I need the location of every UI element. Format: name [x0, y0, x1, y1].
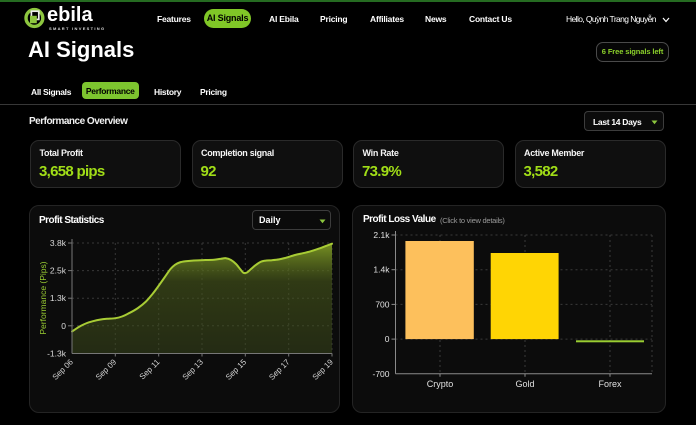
- svg-text:-700: -700: [372, 369, 389, 379]
- svg-text:3.8k: 3.8k: [50, 238, 67, 248]
- svg-text:1.3k: 1.3k: [50, 293, 67, 303]
- svg-text:Forex: Forex: [598, 379, 622, 389]
- svg-text:0: 0: [61, 321, 66, 331]
- svg-text:Sep 09: Sep 09: [94, 357, 119, 382]
- svg-text:0: 0: [385, 334, 390, 344]
- svg-text:Sep 19: Sep 19: [311, 357, 336, 382]
- svg-text:Performance (Pips): Performance (Pips): [38, 261, 48, 334]
- svg-text:2.1k: 2.1k: [373, 230, 390, 240]
- svg-text:Sep 15: Sep 15: [224, 357, 249, 382]
- svg-text:Sep 11: Sep 11: [138, 357, 162, 381]
- svg-text:Sep 06: Sep 06: [51, 357, 76, 382]
- svg-text:Sep 17: Sep 17: [267, 357, 292, 382]
- svg-text:Gold: Gold: [515, 379, 534, 389]
- svg-text:700: 700: [375, 299, 389, 309]
- svg-text:1.4k: 1.4k: [373, 265, 390, 275]
- svg-text:-1.3k: -1.3k: [47, 349, 67, 359]
- svg-text:Sep 13: Sep 13: [181, 357, 206, 382]
- svg-text:Crypto: Crypto: [427, 379, 454, 389]
- svg-text:2.5k: 2.5k: [50, 266, 67, 276]
